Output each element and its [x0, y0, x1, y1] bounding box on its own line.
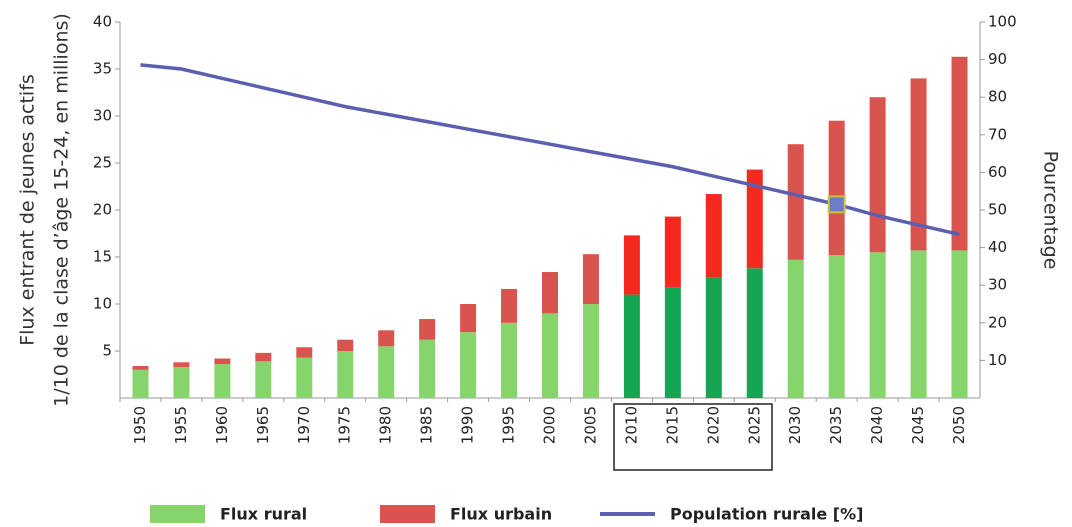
bar	[542, 313, 558, 398]
y-tick-label: 15	[93, 248, 112, 266]
bar	[623, 235, 640, 295]
bar	[951, 250, 968, 398]
bar	[296, 357, 313, 398]
y-tick-label: 40	[93, 13, 112, 31]
x-tick-label: 2005	[581, 406, 599, 444]
y-tick-label: 35	[93, 60, 112, 78]
bar	[664, 287, 681, 398]
bar	[296, 347, 313, 358]
x-tick-label: 2015	[663, 406, 681, 444]
y2-tick-label: 70	[988, 125, 1007, 143]
y2-tick-label: 100	[988, 13, 1017, 31]
bar	[173, 366, 190, 398]
y-tick-label: 5	[102, 342, 112, 360]
bar	[132, 366, 149, 370]
y-label: Flux entrant de jeunes actifs	[17, 74, 39, 346]
bar	[173, 362, 190, 367]
point-marker	[827, 195, 846, 214]
x-tick-label: 1985	[418, 406, 436, 444]
bar	[828, 255, 845, 398]
legend-swatch	[380, 505, 435, 523]
y2-tick-label: 10	[988, 351, 1007, 369]
y2-tick-label: 90	[988, 50, 1007, 68]
y2-tick-label: 20	[988, 313, 1007, 331]
x-tick-label: 2030	[786, 406, 804, 444]
x-tick-label: 2000	[541, 406, 559, 444]
x-tick-label: 2040	[868, 406, 886, 444]
bar	[378, 330, 395, 347]
highlight-box	[613, 403, 773, 471]
y2-tick-label: 30	[988, 276, 1007, 294]
y2-tick-label: 40	[988, 238, 1007, 256]
legend-label: Flux rural	[220, 505, 307, 524]
x-tick-label: 2010	[622, 406, 640, 444]
bar	[419, 319, 436, 340]
y2-label: Pourcentage	[1040, 151, 1062, 270]
bar	[746, 268, 763, 398]
x-tick-label: 2035	[827, 406, 845, 444]
bar	[542, 272, 558, 314]
bar	[255, 352, 272, 362]
legend-swatch	[150, 505, 205, 523]
bar	[419, 339, 436, 398]
x-tick-label: 2025	[745, 406, 763, 444]
bar	[623, 294, 640, 398]
x-tick-label: 1975	[336, 406, 354, 444]
bar	[460, 304, 477, 333]
x-tick-label: 1990	[459, 406, 477, 444]
x-tick-label: 2020	[704, 406, 722, 444]
bar	[828, 120, 845, 256]
x-tick-label: 1955	[172, 406, 190, 444]
x-tick-label: 2050	[950, 406, 968, 444]
x-tick-label: 1980	[377, 406, 395, 444]
y2-tick-label: 50	[988, 201, 1007, 219]
x-tick-label: 1950	[131, 406, 149, 444]
bar	[132, 369, 149, 398]
x-tick-label: 1995	[500, 406, 518, 444]
y-tick-label: 25	[93, 154, 112, 172]
bar	[337, 351, 354, 398]
bar	[787, 259, 804, 398]
legend-label: Flux urbain	[450, 505, 552, 524]
bar	[582, 254, 599, 304]
bar	[501, 322, 518, 398]
bar	[337, 339, 354, 351]
x-tick-label: 2045	[909, 406, 927, 444]
x-tick-label: 1970	[295, 406, 313, 444]
y2-tick-label: 80	[988, 88, 1007, 106]
y2-tick-label: 60	[988, 163, 1007, 181]
x-tick-label: 1960	[213, 406, 231, 444]
bar	[705, 194, 722, 278]
bar	[910, 78, 927, 251]
bar	[214, 364, 231, 398]
bar	[378, 346, 395, 398]
bar	[787, 144, 804, 260]
bar	[214, 358, 231, 365]
y-tick-label: 10	[93, 295, 112, 313]
y-tick-label: 30	[93, 107, 112, 125]
bar	[869, 252, 886, 398]
bar	[664, 216, 681, 288]
bar	[746, 169, 763, 269]
bar	[869, 97, 886, 253]
bar	[951, 56, 968, 251]
bar	[582, 304, 599, 398]
bar	[705, 277, 722, 398]
y-label: 1/10 de la clase d’âge 15-24, en million…	[51, 13, 73, 407]
x-tick-label: 1965	[254, 406, 272, 444]
bar	[910, 250, 927, 398]
y-tick-label: 20	[93, 201, 112, 219]
bar	[501, 288, 518, 323]
legend-label: Population rurale [%]	[670, 505, 863, 524]
bar	[255, 361, 272, 398]
bar	[460, 332, 477, 398]
line	[140, 63, 960, 237]
